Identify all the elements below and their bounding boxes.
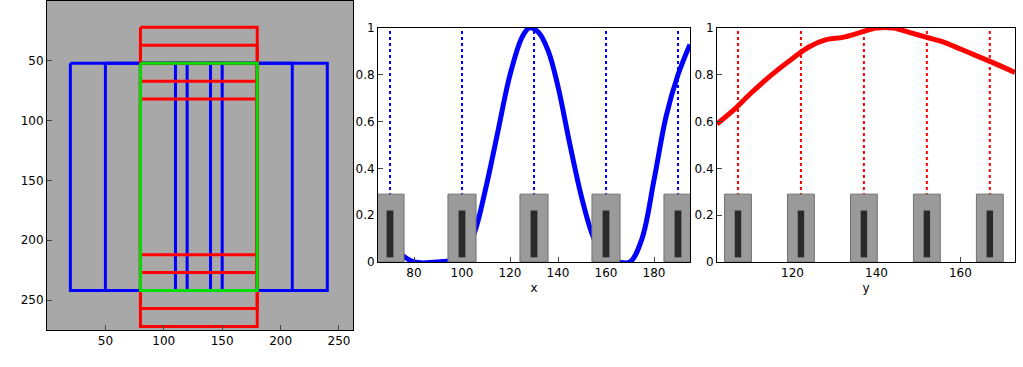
svg-text:250: 250 <box>328 334 351 348</box>
svg-text:0.2: 0.2 <box>695 208 714 222</box>
svg-text:120: 120 <box>781 266 804 280</box>
svg-text:140: 140 <box>865 266 888 280</box>
svg-text:100: 100 <box>152 334 175 348</box>
svg-text:250: 250 <box>21 293 44 307</box>
svg-text:0.6: 0.6 <box>356 115 375 129</box>
svg-text:140: 140 <box>547 266 570 280</box>
svg-text:y: y <box>862 281 869 295</box>
svg-text:0.8: 0.8 <box>695 68 714 82</box>
svg-text:x: x <box>530 281 537 295</box>
svg-text:80: 80 <box>406 266 421 280</box>
svg-text:0: 0 <box>367 255 375 269</box>
svg-text:160: 160 <box>949 266 972 280</box>
svg-text:0.4: 0.4 <box>356 162 375 176</box>
svg-text:0.6: 0.6 <box>695 115 714 129</box>
svg-text:150: 150 <box>21 174 44 188</box>
svg-text:0.8: 0.8 <box>356 68 375 82</box>
svg-text:200: 200 <box>269 334 292 348</box>
svg-text:50: 50 <box>28 54 43 68</box>
svg-text:0.2: 0.2 <box>356 208 375 222</box>
svg-text:150: 150 <box>211 334 234 348</box>
svg-text:100: 100 <box>21 114 44 128</box>
svg-text:100: 100 <box>451 266 474 280</box>
svg-text:180: 180 <box>643 266 666 280</box>
svg-text:0: 0 <box>706 255 714 269</box>
svg-text:200: 200 <box>21 233 44 247</box>
svg-text:160: 160 <box>595 266 618 280</box>
svg-text:120: 120 <box>499 266 522 280</box>
svg-text:50: 50 <box>98 334 113 348</box>
svg-text:0.4: 0.4 <box>695 162 714 176</box>
svg-text:1: 1 <box>706 21 714 35</box>
svg-text:1: 1 <box>367 21 375 35</box>
